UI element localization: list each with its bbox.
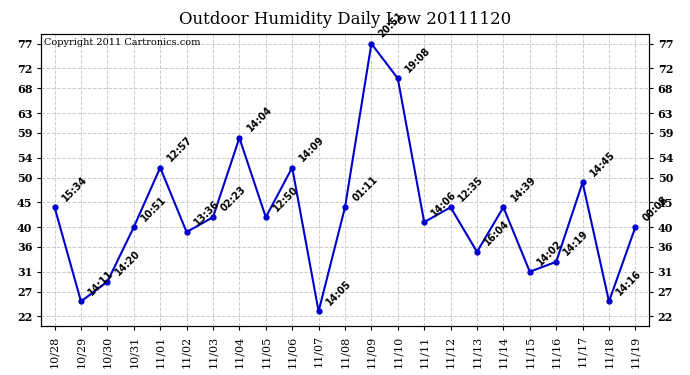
Text: 14:16: 14:16 <box>615 268 644 297</box>
Text: 14:19: 14:19 <box>562 229 591 258</box>
Text: 10:51: 10:51 <box>139 194 168 223</box>
Text: 02:23: 02:23 <box>219 184 248 213</box>
Text: 01:11: 01:11 <box>351 174 380 203</box>
Text: 12:35: 12:35 <box>456 174 485 203</box>
Text: 14:39: 14:39 <box>509 174 538 203</box>
Text: 15:34: 15:34 <box>60 174 89 203</box>
Text: 14:02: 14:02 <box>535 238 564 267</box>
Text: 12:57: 12:57 <box>166 135 195 164</box>
Text: 14:09: 14:09 <box>298 135 327 164</box>
Text: 13:36: 13:36 <box>192 199 221 228</box>
Text: 14:11: 14:11 <box>86 268 115 297</box>
Text: 19:08: 19:08 <box>404 45 433 74</box>
Text: 14:20: 14:20 <box>113 249 142 278</box>
Text: 14:05: 14:05 <box>324 278 353 307</box>
Text: Outdoor Humidity Daily Low 20111120: Outdoor Humidity Daily Low 20111120 <box>179 11 511 28</box>
Text: 20:51: 20:51 <box>377 10 406 39</box>
Text: Copyright 2011 Cartronics.com: Copyright 2011 Cartronics.com <box>44 38 201 47</box>
Text: 14:45: 14:45 <box>588 149 617 178</box>
Text: 14:06: 14:06 <box>430 189 459 218</box>
Text: 14:04: 14:04 <box>245 105 274 134</box>
Text: 12:50: 12:50 <box>271 184 300 213</box>
Text: 16:04: 16:04 <box>482 219 511 248</box>
Text: 00:08: 00:08 <box>641 194 670 223</box>
